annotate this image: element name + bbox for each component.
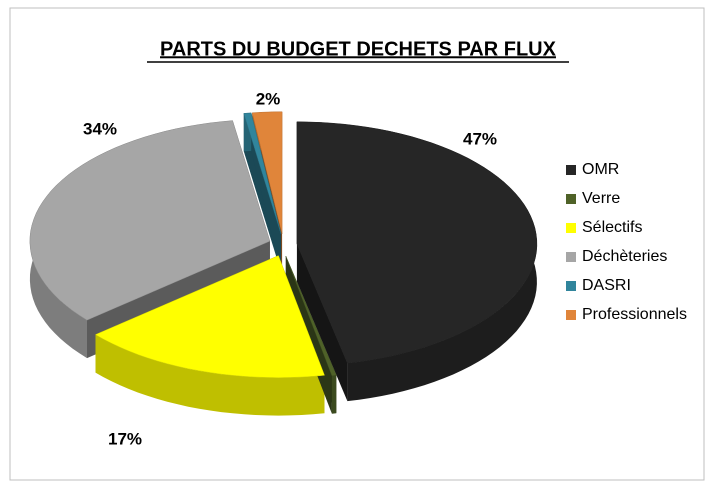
data-label: 47%	[463, 129, 497, 148]
slice	[285, 255, 337, 376]
chart-title: PARTS DU BUDGET DECHETS PAR FLUX	[160, 38, 557, 60]
slice-side	[95, 334, 325, 416]
legend-swatch	[566, 252, 576, 262]
slice-side	[296, 243, 348, 402]
legend-label: OMR	[582, 161, 619, 178]
slice-side	[331, 375, 337, 414]
legend-label: Déchèteries	[582, 248, 667, 265]
slice	[296, 121, 538, 364]
slice	[29, 120, 271, 321]
legend-label: Professionnels	[582, 306, 687, 323]
legend-swatch	[566, 165, 576, 175]
legend-label: Verre	[582, 190, 620, 207]
legend-swatch	[566, 281, 576, 291]
data-label: 34%	[83, 119, 117, 138]
slice	[243, 112, 282, 234]
legend-swatch	[566, 310, 576, 320]
legend-label: Sélectifs	[582, 219, 642, 236]
legend-label: DASRI	[582, 277, 631, 294]
slice	[251, 111, 283, 234]
data-label: 17%	[108, 429, 142, 448]
legend-swatch	[566, 223, 576, 233]
slice	[94, 255, 325, 378]
data-label: 2%	[256, 89, 281, 108]
legend-swatch	[566, 194, 576, 204]
